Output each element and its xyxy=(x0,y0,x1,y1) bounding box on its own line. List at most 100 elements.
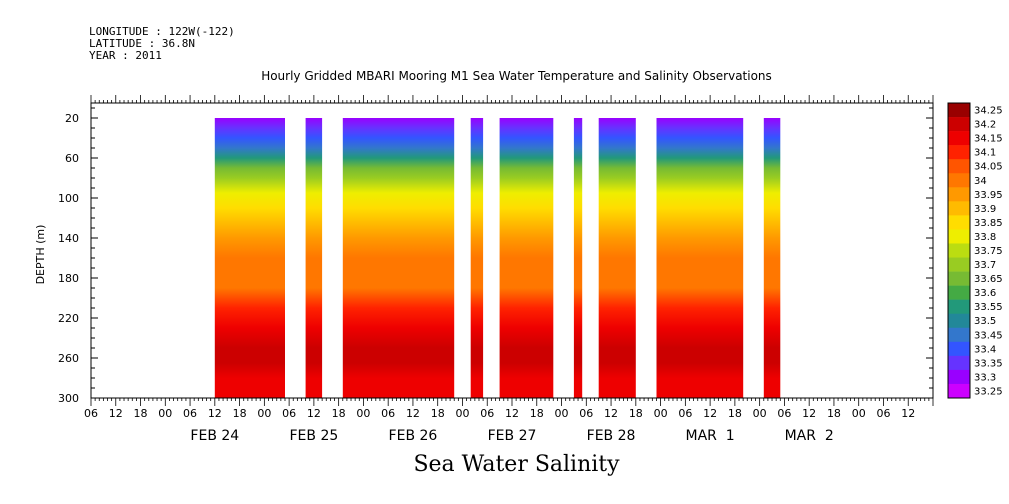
colorbar-swatch xyxy=(948,229,970,244)
colorbar-label: 33.65 xyxy=(974,274,1003,285)
x-hour-label: 06 xyxy=(876,407,890,420)
data-segment xyxy=(656,118,744,398)
y-tick-label: 260 xyxy=(58,352,79,365)
data-segment xyxy=(342,118,455,398)
y-tick-label: 20 xyxy=(65,112,79,125)
colorbar-label: 33.9 xyxy=(974,204,996,215)
colorbar-swatch xyxy=(948,341,970,357)
y-tick-label: 220 xyxy=(58,312,79,325)
longitude-label: LONGITUDE : 122W(-122) xyxy=(89,25,235,38)
x-hour-label: 18 xyxy=(629,407,643,420)
data-segment xyxy=(763,118,781,398)
colorbar-label: 34.1 xyxy=(974,148,996,159)
x-hour-label: 18 xyxy=(233,407,247,420)
colorbar-swatch xyxy=(948,131,970,146)
colorbar-swatch xyxy=(948,299,970,315)
colorbar-label: 33.4 xyxy=(974,344,996,355)
x-hour-label: 18 xyxy=(728,407,742,420)
colorbar-swatch xyxy=(948,369,970,385)
x-hour-label: 18 xyxy=(827,407,841,420)
x-hour-label: 18 xyxy=(530,407,544,420)
colorbar-label: 33.35 xyxy=(974,358,1003,369)
x-hour-label: 06 xyxy=(777,407,791,420)
colorbar-swatch xyxy=(948,355,970,371)
x-hour-label: 18 xyxy=(431,407,445,420)
x-day-label: MAR 2 xyxy=(785,428,834,444)
x-hour-label: 06 xyxy=(282,407,296,420)
x-hour-label: 12 xyxy=(406,407,420,420)
x-hour-label: 12 xyxy=(802,407,816,420)
y-tick-label: 300 xyxy=(58,392,79,405)
x-hour-label: 00 xyxy=(753,407,767,420)
colorbar-label: 33.75 xyxy=(974,246,1003,257)
colorbar-swatch xyxy=(948,257,970,272)
colorbar-frame xyxy=(947,102,971,399)
x-day-label: FEB 28 xyxy=(587,428,636,444)
x-hour-label: 06 xyxy=(480,407,494,420)
y-axis: 20 60 100 140 180 220 260 300 DEPTH (m) xyxy=(34,107,933,405)
x-hour-label: 06 xyxy=(678,407,692,420)
y-tick-label: 100 xyxy=(58,192,79,205)
colorbar-swatch xyxy=(948,271,970,286)
plot-area xyxy=(90,102,934,399)
colorbar-swatch xyxy=(948,103,970,118)
colorbar-swatch xyxy=(948,285,970,300)
x-hour-label: 00 xyxy=(356,407,370,420)
data-segment xyxy=(305,118,323,398)
x-hour-label: 00 xyxy=(257,407,271,420)
colorbar-label: 33.7 xyxy=(974,260,996,271)
chart-title: Hourly Gridded MBARI Mooring M1 Sea Wate… xyxy=(261,69,772,83)
colorbar-swatch xyxy=(948,145,970,160)
x-axis-title: Sea Water Salinity xyxy=(413,452,620,477)
colorbar-label: 34.2 xyxy=(974,120,996,131)
x-hour-label: 12 xyxy=(109,407,123,420)
colorbar-swatch xyxy=(948,159,970,174)
x-hour-label: 00 xyxy=(555,407,569,420)
colorbar: 34.25 34.2 34.15 34.1 34.05 34 33.95 33.9 33.85 3… xyxy=(947,102,1003,399)
x-hour-label: 12 xyxy=(208,407,222,420)
colorbar-label: 34 xyxy=(974,176,987,187)
x-hour-label: 12 xyxy=(703,407,717,420)
x-day-label: MAR 1 xyxy=(686,428,735,444)
colorbar-swatch xyxy=(948,173,970,188)
colorbar-label: 33.5 xyxy=(974,316,996,327)
colorbar-label: 34.15 xyxy=(974,134,1003,145)
x-hour-label: 06 xyxy=(381,407,395,420)
x-hour-label: 12 xyxy=(505,407,519,420)
year-label: YEAR : 2011 xyxy=(89,49,162,62)
colorbar-label: 34.05 xyxy=(974,162,1003,173)
colorbar-swatch xyxy=(948,243,970,258)
colorbar-swatch xyxy=(948,327,970,343)
x-hour-label: 06 xyxy=(579,407,593,420)
colorbar-swatch xyxy=(948,313,970,329)
x-hour-label: 12 xyxy=(307,407,321,420)
data-segment xyxy=(598,118,636,398)
colorbar-label: 33.85 xyxy=(974,218,1003,229)
data-segment xyxy=(470,118,484,398)
x-hour-label: 06 xyxy=(84,407,98,420)
colorbar-label: 33.95 xyxy=(974,190,1003,201)
x-day-label: FEB 24 xyxy=(190,428,239,444)
latitude-label: LATITUDE : 36.8N xyxy=(89,37,195,50)
x-hour-label: 18 xyxy=(134,407,148,420)
x-day-label: FEB 25 xyxy=(289,428,338,444)
x-hour-label: 00 xyxy=(654,407,668,420)
x-hour-label: 12 xyxy=(901,407,915,420)
data-segment xyxy=(214,118,285,398)
x-hour-label: 12 xyxy=(604,407,618,420)
data-segment xyxy=(499,118,554,398)
colorbar-label: 34.25 xyxy=(974,106,1003,117)
data-segment xyxy=(573,118,583,398)
x-hour-label: 06 xyxy=(183,407,197,420)
x-hour-label: 00 xyxy=(158,407,172,420)
y-tick-label: 180 xyxy=(58,272,79,285)
x-day-label: FEB 27 xyxy=(488,428,537,444)
x-hour-label: 18 xyxy=(332,407,346,420)
x-hour-label: 00 xyxy=(455,407,469,420)
colorbar-swatch xyxy=(948,215,970,230)
colorbar-label: 33.55 xyxy=(974,302,1003,313)
colorbar-swatch xyxy=(948,201,970,216)
x-day-label: FEB 26 xyxy=(389,428,438,444)
colorbar-label: 33.6 xyxy=(974,288,996,299)
